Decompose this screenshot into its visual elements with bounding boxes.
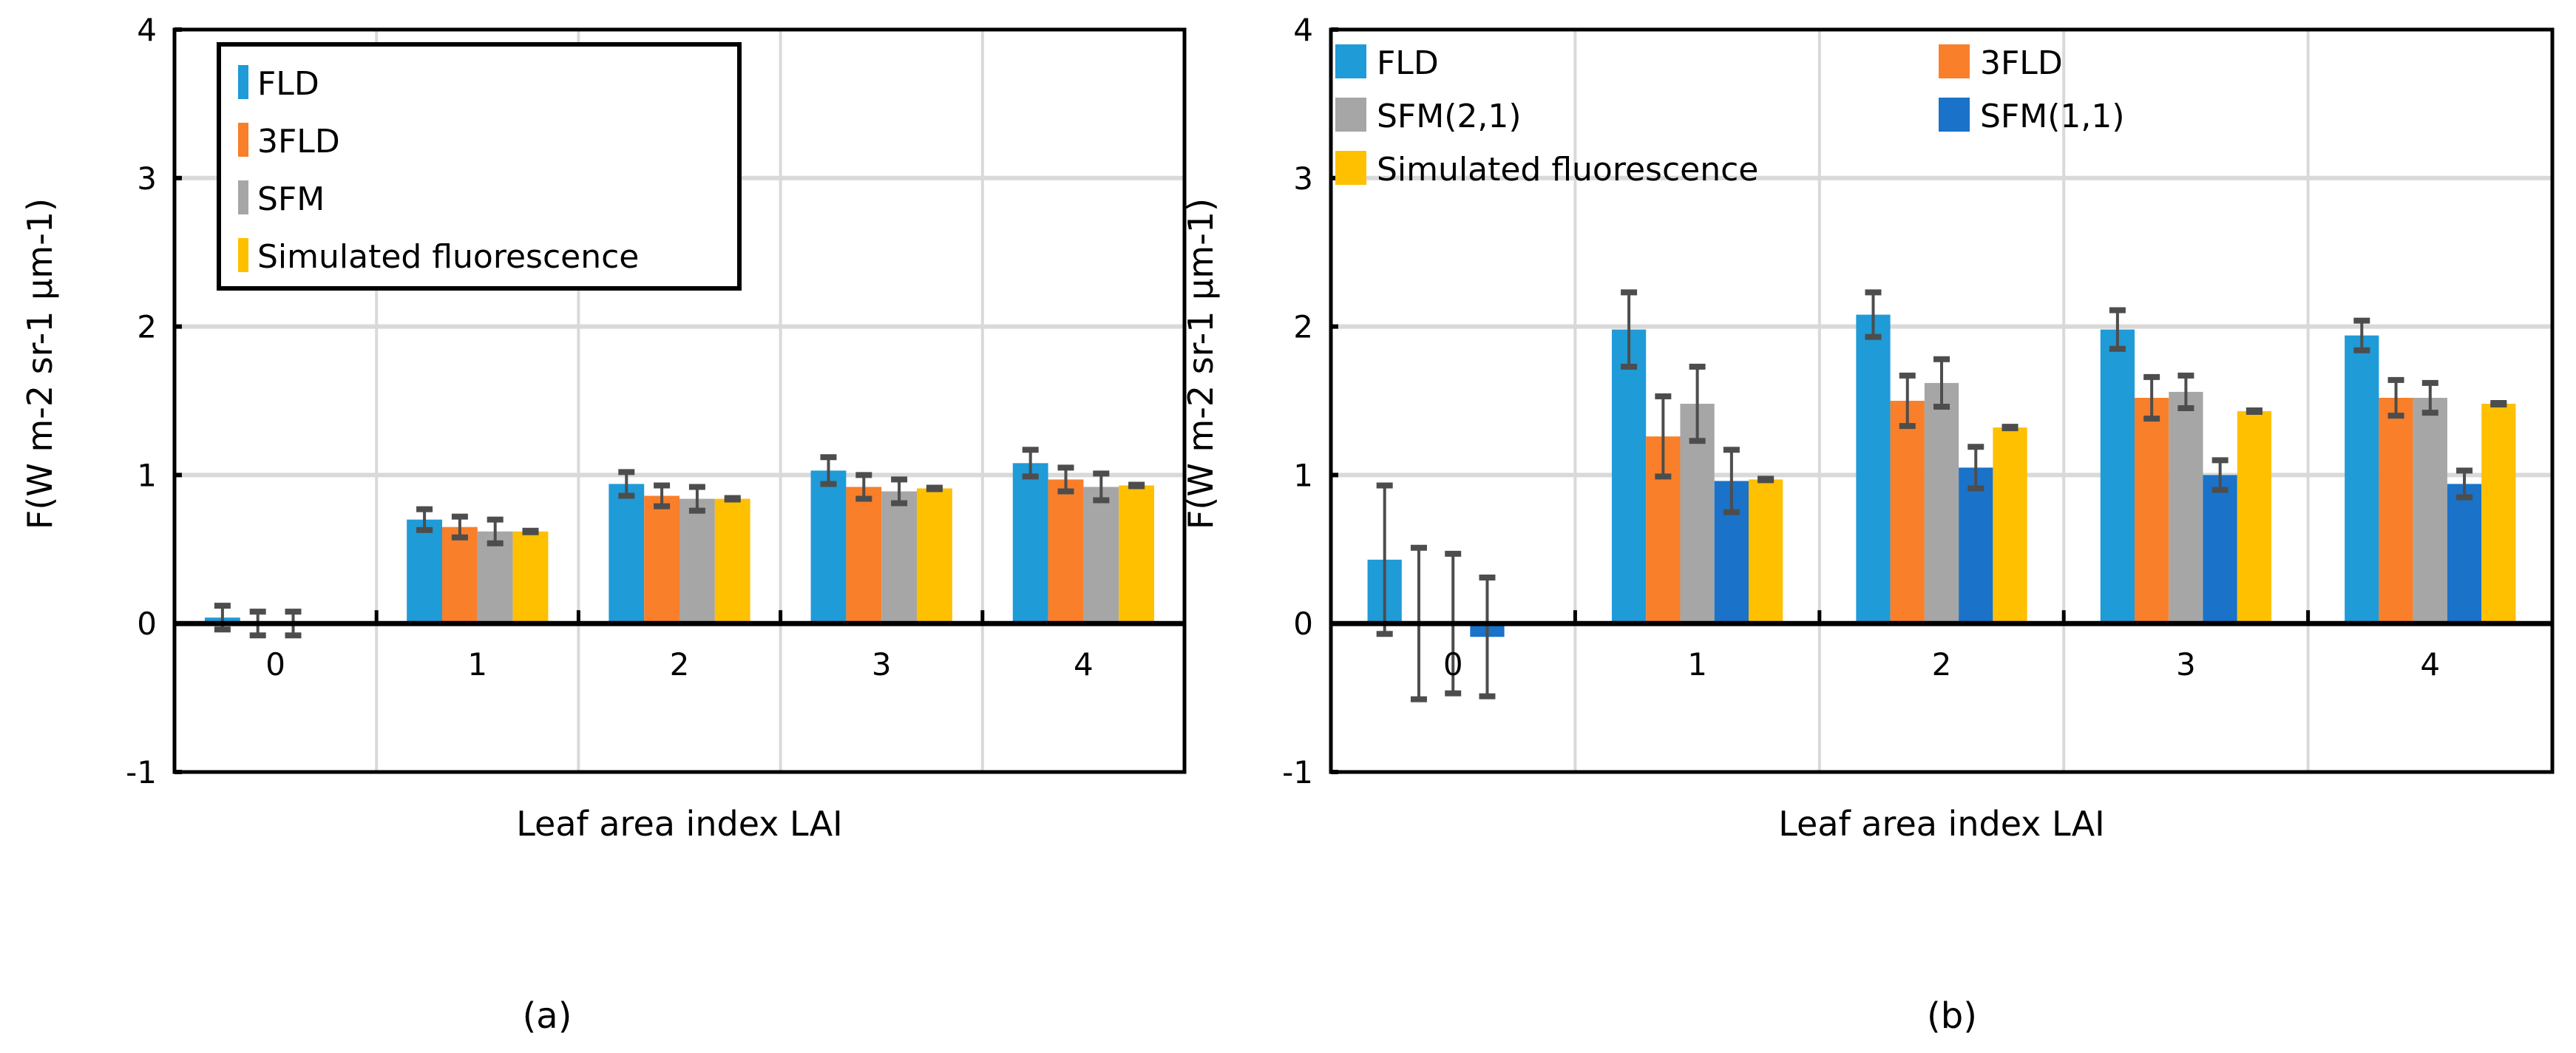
bar-fld xyxy=(1856,314,1891,624)
bar-simulated-fluorescence xyxy=(1748,479,1783,624)
bar-3fld xyxy=(846,487,882,624)
plot-frame xyxy=(1329,27,2555,774)
bar-sfm-1-1- xyxy=(2447,484,2482,624)
chart-panel-0: -1 0 1 2 3 4 0 1 2 3 4 Leaf area index LAI F(W m-2 s… xyxy=(20,12,1187,1037)
legend-swatch xyxy=(238,123,248,157)
y-tick-label: 3 xyxy=(137,160,157,197)
y-tick-label: 1 xyxy=(137,457,157,493)
x-tick-label: 3 xyxy=(2176,646,2196,683)
bar-sfm-2-1- xyxy=(2169,391,2203,624)
y-tick-label: -1 xyxy=(126,754,157,790)
bar-fld xyxy=(609,484,645,624)
bar-fld xyxy=(407,519,442,624)
bar-simulated-fluorescence xyxy=(1993,427,2027,624)
x-axis-title: Leaf area index LAI xyxy=(1778,804,2105,844)
legend-label: SFM xyxy=(257,180,325,218)
bar-fld xyxy=(1611,329,1647,624)
bar-sfm xyxy=(1083,487,1119,624)
legend-swatch xyxy=(1335,151,1366,185)
bar-3fld xyxy=(1890,401,1925,624)
y-tick-label: -1 xyxy=(1282,754,1313,790)
legend-swatch xyxy=(1335,44,1366,78)
legend-label: FLD xyxy=(257,65,319,103)
bar-sfm xyxy=(477,531,513,624)
y-tick-label: 1 xyxy=(1293,457,1313,493)
x-axis-title: Leaf area index LAI xyxy=(516,804,843,844)
legend-box xyxy=(217,42,742,291)
x-tick-label: 2 xyxy=(1932,646,1952,683)
legend-swatch xyxy=(1939,98,1970,132)
bar-3fld xyxy=(441,526,478,624)
plot-frame xyxy=(172,27,1187,774)
legend-swatch xyxy=(238,65,248,99)
legend-label: 3FLD xyxy=(257,123,340,160)
bar-sfm-1-1- xyxy=(1959,467,1993,624)
bar-3fld xyxy=(1048,479,1084,624)
bar-sfm-2-1- xyxy=(2413,397,2447,624)
legend-label: Simulated fluorescence xyxy=(257,238,639,276)
bar-simulated-fluorescence xyxy=(1119,485,1155,624)
y-tick-label: 0 xyxy=(137,606,157,642)
bar-fld xyxy=(2100,329,2135,624)
x-tick-label: 3 xyxy=(872,646,892,683)
legend-swatch xyxy=(1335,98,1366,132)
y-tick-label: 3 xyxy=(1293,160,1313,197)
bar-sfm-2-1- xyxy=(1924,382,1959,624)
legend-label: SFM(1,1) xyxy=(1980,98,2125,135)
chart-panel-1: -1 0 1 2 3 4 0 1 2 3 4 Leaf area index LAI F(W m-2 s… xyxy=(1181,12,2555,1037)
panel-label: (b) xyxy=(1927,995,1977,1037)
bar-sfm xyxy=(679,498,715,624)
x-tick-label: 4 xyxy=(1074,646,1094,683)
x-tick-label: 1 xyxy=(1687,646,1707,683)
y-tick-label: 2 xyxy=(137,309,157,345)
y-tick-label: 4 xyxy=(137,12,157,48)
y-tick-label: 2 xyxy=(1293,309,1313,345)
bar-sfm-1-1- xyxy=(2203,475,2237,624)
bar-fld xyxy=(1012,463,1048,624)
bar-3fld xyxy=(644,495,679,624)
x-tick-label: 2 xyxy=(670,646,690,683)
y-axis-title: F(W m-2 sr-1 µm-1) xyxy=(20,198,60,529)
x-tick-label: 0 xyxy=(1443,646,1463,683)
legend-label: Simulated fluorescence xyxy=(1377,151,1758,189)
x-tick-label: 4 xyxy=(2420,646,2440,683)
bar-fld xyxy=(2345,335,2379,624)
bar-3fld xyxy=(2379,397,2413,624)
bar-3fld xyxy=(2135,397,2169,624)
bar-simulated-fluorescence xyxy=(917,488,952,624)
legend-label: 3FLD xyxy=(1980,44,2063,82)
x-tick-label: 0 xyxy=(265,646,285,683)
x-tick-label: 1 xyxy=(467,646,487,683)
y-tick-label: 4 xyxy=(1293,12,1313,48)
y-tick-label: 0 xyxy=(1293,606,1313,642)
y-axis-title: F(W m-2 sr-1 µm-1) xyxy=(1181,198,1221,529)
legend-label: FLD xyxy=(1377,44,1439,82)
legend-swatch xyxy=(238,238,248,272)
bar-sfm xyxy=(881,491,918,624)
bar-simulated-fluorescence xyxy=(714,498,750,624)
panel-label: (a) xyxy=(523,995,572,1037)
bar-simulated-fluorescence xyxy=(2481,404,2516,624)
legend-swatch xyxy=(1939,44,1970,78)
bar-fld xyxy=(810,470,847,624)
legend: FLD 3FLD SFM Simulated fluorescence xyxy=(217,42,742,291)
legend-label: SFM(2,1) xyxy=(1377,98,1522,135)
bar-simulated-fluorescence xyxy=(512,531,549,624)
legend: FLD 3FLD SFM(2,1) SFM(1,1) Simulated fluores… xyxy=(1335,44,2125,189)
bar-simulated-fluorescence xyxy=(2237,411,2272,624)
legend-swatch xyxy=(238,180,248,214)
